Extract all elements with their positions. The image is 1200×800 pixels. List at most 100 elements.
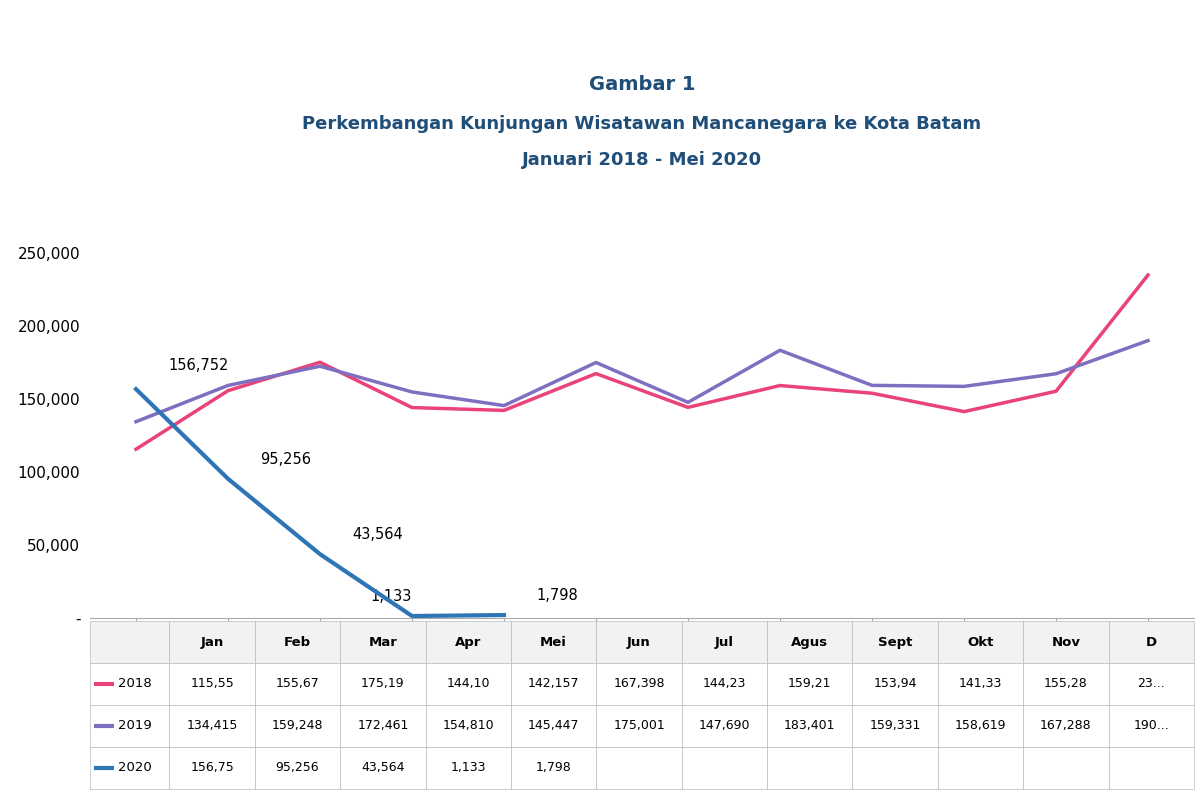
- Text: Jun: Jun: [628, 635, 650, 649]
- Bar: [767, 621, 852, 663]
- Bar: [938, 621, 1024, 663]
- Bar: [1024, 705, 1109, 746]
- Text: 167,398: 167,398: [613, 678, 665, 690]
- Text: 167,288: 167,288: [1040, 719, 1092, 732]
- Bar: [938, 705, 1024, 746]
- Bar: [511, 663, 596, 705]
- Bar: [767, 746, 852, 789]
- Bar: [169, 663, 254, 705]
- Text: 147,690: 147,690: [698, 719, 750, 732]
- Text: Okt: Okt: [967, 635, 994, 649]
- Text: Mei: Mei: [540, 635, 568, 649]
- Bar: [90, 621, 169, 663]
- Bar: [511, 746, 596, 789]
- Bar: [596, 746, 682, 789]
- Bar: [767, 705, 852, 746]
- Text: 172,461: 172,461: [358, 719, 409, 732]
- Text: 183,401: 183,401: [784, 719, 835, 732]
- Text: 142,157: 142,157: [528, 678, 580, 690]
- Text: Jan: Jan: [200, 635, 224, 649]
- Text: 175,19: 175,19: [361, 678, 404, 690]
- Text: 1,798: 1,798: [536, 588, 578, 603]
- Bar: [426, 621, 511, 663]
- Bar: [341, 705, 426, 746]
- Bar: [1109, 705, 1194, 746]
- Text: 155,67: 155,67: [276, 678, 319, 690]
- Text: 23...: 23...: [1138, 678, 1165, 690]
- Text: 159,21: 159,21: [788, 678, 832, 690]
- Text: Gambar 1: Gambar 1: [589, 74, 695, 94]
- Bar: [596, 621, 682, 663]
- Text: 159,331: 159,331: [870, 719, 920, 732]
- Bar: [852, 746, 938, 789]
- Text: 159,248: 159,248: [272, 719, 323, 732]
- Bar: [254, 621, 341, 663]
- Text: D: D: [1146, 635, 1157, 649]
- Text: Feb: Feb: [284, 635, 311, 649]
- Text: 43,564: 43,564: [353, 527, 403, 542]
- Text: 2020: 2020: [118, 761, 151, 774]
- Text: Perkembangan Kunjungan Wisatawan Mancanegara ke Kota Batam: Perkembangan Kunjungan Wisatawan Mancane…: [302, 115, 982, 133]
- Text: 190...: 190...: [1134, 719, 1169, 732]
- Text: 134,415: 134,415: [186, 719, 238, 732]
- Bar: [682, 621, 767, 663]
- Bar: [852, 663, 938, 705]
- Text: 158,619: 158,619: [955, 719, 1007, 732]
- Text: Nov: Nov: [1051, 635, 1080, 649]
- Bar: [426, 663, 511, 705]
- Text: 156,752: 156,752: [168, 358, 228, 373]
- Bar: [1109, 621, 1194, 663]
- Bar: [511, 621, 596, 663]
- Text: 145,447: 145,447: [528, 719, 580, 732]
- Text: 1,133: 1,133: [371, 590, 412, 604]
- Bar: [90, 746, 169, 789]
- Bar: [596, 663, 682, 705]
- Text: 115,55: 115,55: [191, 678, 234, 690]
- Text: 144,23: 144,23: [703, 678, 746, 690]
- Text: 156,75: 156,75: [191, 761, 234, 774]
- Bar: [169, 621, 254, 663]
- Text: 154,810: 154,810: [443, 719, 494, 732]
- Bar: [596, 705, 682, 746]
- Bar: [341, 663, 426, 705]
- Bar: [169, 705, 254, 746]
- Bar: [852, 621, 938, 663]
- Text: 175,001: 175,001: [613, 719, 665, 732]
- Bar: [426, 705, 511, 746]
- Bar: [254, 705, 341, 746]
- Text: Mar: Mar: [368, 635, 397, 649]
- Text: 153,94: 153,94: [874, 678, 917, 690]
- Bar: [938, 663, 1024, 705]
- Bar: [938, 746, 1024, 789]
- Text: 155,28: 155,28: [1044, 678, 1088, 690]
- Bar: [682, 663, 767, 705]
- Bar: [511, 705, 596, 746]
- Bar: [682, 705, 767, 746]
- Text: Jul: Jul: [715, 635, 734, 649]
- Text: 1,798: 1,798: [536, 761, 571, 774]
- Text: 95,256: 95,256: [260, 452, 311, 467]
- Text: 43,564: 43,564: [361, 761, 404, 774]
- Bar: [852, 705, 938, 746]
- Text: 2018: 2018: [118, 678, 151, 690]
- Bar: [1109, 746, 1194, 789]
- Text: 144,10: 144,10: [446, 678, 490, 690]
- Text: 2019: 2019: [118, 719, 151, 732]
- Bar: [682, 746, 767, 789]
- Bar: [1109, 663, 1194, 705]
- Text: Apr: Apr: [455, 635, 481, 649]
- Text: Sept: Sept: [878, 635, 912, 649]
- Bar: [341, 746, 426, 789]
- Bar: [90, 663, 169, 705]
- Text: Januari 2018 - Mei 2020: Januari 2018 - Mei 2020: [522, 151, 762, 169]
- Bar: [254, 746, 341, 789]
- Text: Agus: Agus: [791, 635, 828, 649]
- Bar: [426, 746, 511, 789]
- Bar: [1024, 621, 1109, 663]
- Bar: [90, 705, 169, 746]
- Bar: [1024, 663, 1109, 705]
- Bar: [169, 746, 254, 789]
- Bar: [341, 621, 426, 663]
- Text: 95,256: 95,256: [276, 761, 319, 774]
- Text: 141,33: 141,33: [959, 678, 1002, 690]
